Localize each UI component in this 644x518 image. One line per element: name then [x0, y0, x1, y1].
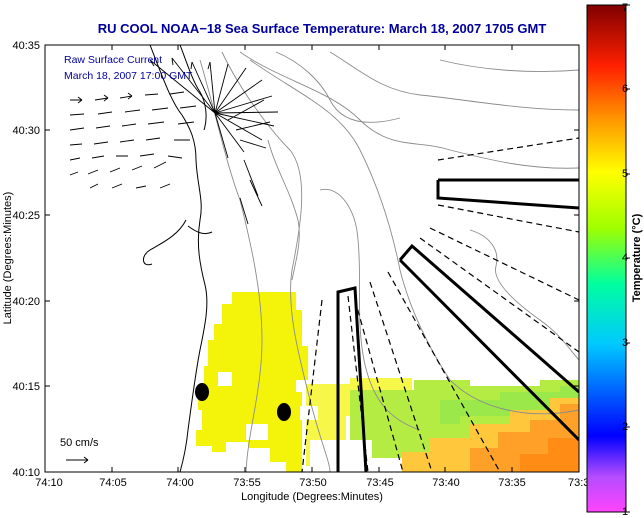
sst-gap: [310, 440, 330, 472]
scale-vector-label: 50 cm/s: [60, 437, 99, 449]
sst-field: [196, 292, 579, 472]
sst-patch-west: [196, 292, 308, 472]
figure-title: RU COOL NOAA−18 Sea Surface Temperature:…: [98, 21, 547, 36]
y-axis-ticks: [45, 44, 579, 473]
x-tick-label: 73:35: [498, 477, 526, 489]
colorbar-tick-label: 7: [622, 2, 628, 14]
bathymetry-contours: [199, 51, 579, 472]
y-tick-label: 40:25: [12, 210, 40, 222]
y-tick-label: 40:30: [12, 125, 40, 137]
colorbar-tick-label: 3: [622, 337, 628, 349]
colorbar-tick-label: 4: [622, 252, 628, 264]
colorbar-tick-label: 1: [622, 506, 628, 518]
current-legend-line1: Raw Surface Current: [64, 54, 162, 66]
coastline: [143, 45, 213, 472]
x-tick-label: 73:40: [432, 477, 460, 489]
sst-patch-orange-dark: [520, 438, 579, 472]
x-axis-ticks: [44, 45, 513, 472]
x-tick-label: 73:45: [366, 477, 394, 489]
scale-vector-arrow: [66, 456, 89, 464]
colorbar-tick-label: 5: [622, 168, 628, 180]
y-tick-label: 40:15: [12, 381, 40, 393]
radar-site-marker: [277, 403, 291, 421]
y-tick-label: 40:10: [12, 467, 40, 479]
x-tick-label: 74:00: [166, 477, 194, 489]
x-tick-label: 74:05: [99, 477, 127, 489]
beam-outlines: [336, 178, 579, 472]
y-axis-label: Latitude (Degrees:Minutes): [2, 192, 14, 325]
sst-gap: [246, 424, 268, 440]
sst-gap: [218, 372, 232, 386]
x-tick-label: 73:55: [233, 477, 261, 489]
colorbar-tick-label: 6: [622, 83, 628, 95]
x-tick-label: 73:3: [568, 477, 589, 489]
colorbar-label: Temperature (°C): [631, 213, 643, 302]
colorbar-ticks: [626, 4, 630, 513]
current-legend-line2: March 18, 2007 17:00 GMT: [64, 70, 193, 82]
x-axis-label: Longitude (Degrees:Minutes): [241, 491, 383, 503]
colorbar: [586, 4, 627, 513]
x-tick-label: 74:10: [35, 477, 63, 489]
sst-patch-south-yellow: [306, 378, 412, 466]
radar-sector-lines: [301, 137, 579, 472]
colorbar-tick-label: 2: [622, 421, 628, 433]
radar-site-marker: [195, 383, 209, 401]
surface-current-vectors: [69, 57, 279, 225]
x-tick-label: 73:50: [299, 477, 327, 489]
y-tick-label: 40:35: [12, 40, 40, 52]
sst-patch-east-green: [440, 386, 579, 424]
y-tick-label: 40:20: [12, 296, 40, 308]
